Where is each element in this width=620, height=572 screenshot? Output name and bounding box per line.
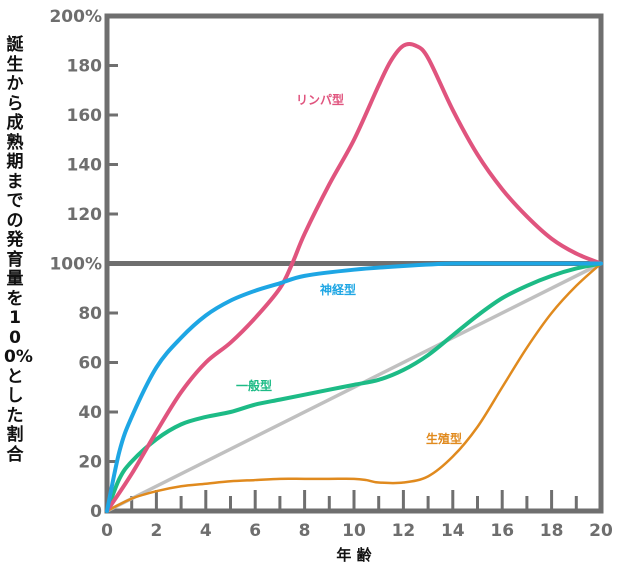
y-tick-label: 80 (78, 304, 102, 324)
y-tick-label: 0 (90, 502, 102, 522)
y-axis-title: 誕生から成熟期までの発育量を100%とした割合 (4, 35, 33, 465)
y-tick-label: 40 (78, 403, 102, 423)
x-axis-title: 年 齢 (336, 546, 372, 564)
x-tick-label: 12 (392, 521, 416, 541)
x-tick-label: 14 (441, 521, 465, 541)
x-tick-label: 2 (150, 521, 162, 541)
series-line-general (105, 261, 603, 513)
x-tick-label: 4 (200, 521, 212, 541)
series-label-lymphoid: リンパ型 (296, 92, 344, 107)
x-tick-label: 6 (249, 521, 261, 541)
x-tick-label: 20 (589, 521, 613, 541)
y-tick-label: 180 (67, 57, 103, 77)
y-tick-label: 120 (67, 205, 103, 225)
reference-diagonal-line (106, 261, 602, 513)
y-tick-label: 20 (78, 453, 102, 473)
series-line-reproductive (105, 262, 603, 513)
series-line-lymphoid (105, 42, 603, 513)
x-tick-label: 16 (490, 521, 514, 541)
series-line-neural (105, 261, 603, 513)
x-tick-label: 18 (540, 521, 564, 541)
y-tick-label: 160 (67, 106, 103, 126)
y-tick-label: 100% (49, 255, 102, 275)
x-tick-label: 8 (299, 521, 311, 541)
x-tick-label: 10 (342, 521, 366, 541)
series-label-reproductive: 生殖型 (426, 431, 462, 446)
y-tick-label: 140 (67, 156, 103, 176)
y-tick-label: 60 (78, 354, 102, 374)
x-tick-label: 0 (101, 521, 113, 541)
series-label-general: 一般型 (236, 378, 272, 393)
y-tick-label: 200% (49, 7, 102, 27)
series-label-neural: 神経型 (320, 282, 356, 297)
